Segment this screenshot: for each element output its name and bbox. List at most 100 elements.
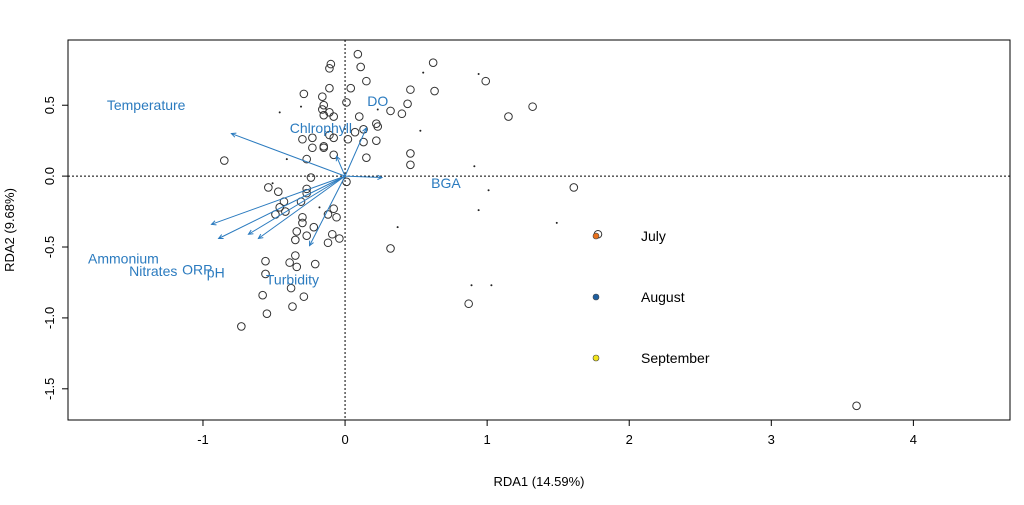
site-point xyxy=(373,122,383,131)
x-tick-label: -1 xyxy=(197,432,209,447)
site-point xyxy=(362,76,371,86)
x-tick-label: 2 xyxy=(626,432,633,447)
site-points xyxy=(219,49,861,411)
site-point xyxy=(326,59,336,69)
site-point xyxy=(323,238,333,248)
legend-marker-september xyxy=(592,354,600,362)
site-point xyxy=(318,105,327,114)
legend: July August September xyxy=(592,228,710,366)
y-tick-label: 0.0 xyxy=(42,167,57,185)
arrowhead-chlrophyll xyxy=(335,155,341,162)
arrow-label-temperature: Temperature xyxy=(107,97,186,113)
arrow-temperature xyxy=(231,133,346,177)
species-point xyxy=(396,226,399,229)
site-point xyxy=(350,127,360,137)
legend-label-july: July xyxy=(641,228,666,244)
site-point xyxy=(292,227,302,236)
species-point xyxy=(376,108,379,111)
x-tick-label: 3 xyxy=(768,432,775,447)
y-tick-label: -0.5 xyxy=(42,236,57,258)
site-point xyxy=(332,212,341,222)
arrow-orp xyxy=(248,175,346,235)
arrowhead-turbidity xyxy=(309,240,314,247)
species-point xyxy=(477,209,480,212)
site-point xyxy=(298,134,307,144)
x-tick-label: 4 xyxy=(910,432,917,447)
arrowhead-ph xyxy=(257,233,264,240)
site-point xyxy=(261,256,270,266)
site-point xyxy=(325,83,334,93)
species-point xyxy=(555,221,558,224)
arrow-ammonium xyxy=(211,175,346,225)
y-tick-label: -1.5 xyxy=(42,378,57,400)
site-point xyxy=(386,106,395,116)
arrow-label-turbidity: Turbidity xyxy=(266,272,319,288)
arrow-chlrophyll xyxy=(336,156,346,177)
site-point xyxy=(323,210,333,219)
species-point xyxy=(318,206,321,209)
site-point xyxy=(852,401,861,411)
species-point xyxy=(285,158,288,161)
species-point xyxy=(473,165,476,168)
site-point xyxy=(309,222,319,232)
site-point xyxy=(237,322,246,331)
site-point xyxy=(464,299,473,309)
arrowhead-ammonium xyxy=(210,220,217,226)
y-tick-label: -1.0 xyxy=(42,307,57,329)
site-point xyxy=(298,212,307,222)
species-point xyxy=(487,189,490,192)
site-point xyxy=(258,290,267,300)
site-point xyxy=(356,62,365,72)
site-point xyxy=(275,203,285,212)
arrow-bga xyxy=(345,175,383,179)
legend-marker-july xyxy=(592,232,600,240)
site-point xyxy=(342,98,351,107)
species-point xyxy=(278,111,281,114)
species-point xyxy=(419,129,422,132)
site-point xyxy=(406,149,415,158)
site-point xyxy=(292,262,302,272)
site-point xyxy=(325,64,334,73)
arrow-label-ph: pH xyxy=(207,265,225,281)
site-point xyxy=(403,99,412,109)
site-point xyxy=(288,302,297,311)
site-point xyxy=(569,183,579,192)
site-point xyxy=(299,89,309,99)
x-tick-label: 1 xyxy=(484,432,491,447)
arrow-label-ammonium: Ammonium xyxy=(88,250,159,266)
x-axis: -1 0 1 2 3 4 xyxy=(197,420,917,447)
site-point xyxy=(281,207,290,216)
site-point xyxy=(306,173,316,182)
arrowhead-nitrates xyxy=(217,234,224,240)
arrow-turbidity xyxy=(309,175,346,246)
env-arrows: Temperature Chlrophyll DO BGA AmmoniumNitrat… xyxy=(88,93,461,288)
site-point xyxy=(291,235,300,245)
species-point xyxy=(477,73,480,76)
site-point xyxy=(261,269,270,279)
site-point xyxy=(481,76,491,86)
species-point xyxy=(490,284,493,287)
site-point xyxy=(262,309,272,318)
species-points xyxy=(271,71,558,287)
legend-label-september: September xyxy=(641,350,710,366)
site-point xyxy=(397,109,407,119)
site-point xyxy=(318,92,327,102)
site-point xyxy=(285,258,294,267)
site-point xyxy=(335,234,344,243)
species-point xyxy=(470,284,473,287)
zero-lines xyxy=(68,40,1010,420)
arrow-label-nitrates: Nitrates xyxy=(129,263,177,279)
site-point xyxy=(302,154,311,164)
site-point xyxy=(329,150,338,160)
site-point xyxy=(319,143,329,153)
site-point xyxy=(308,133,317,143)
site-point xyxy=(286,283,296,293)
site-point xyxy=(298,218,307,228)
site-point xyxy=(353,49,363,59)
site-point xyxy=(329,112,338,121)
site-point xyxy=(299,292,309,301)
x-axis-label: RDA1 (14.59%) xyxy=(493,474,584,489)
y-axis-label: RDA2 (9.68%) xyxy=(2,188,17,272)
y-tick-label: 0.5 xyxy=(42,96,57,114)
